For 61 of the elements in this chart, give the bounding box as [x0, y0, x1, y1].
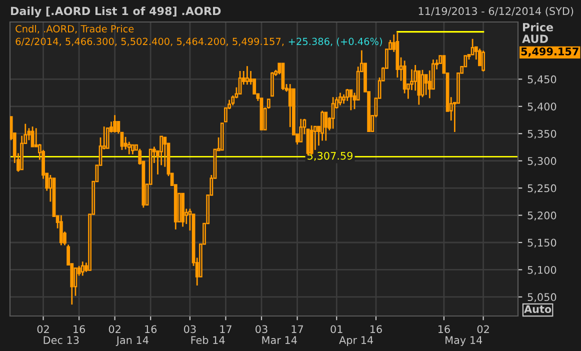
- candlestick: [420, 69, 424, 98]
- text: 5,499.157: [521, 48, 578, 57]
- x-tick-label: 17: [220, 325, 232, 333]
- x-tick-label: 16: [438, 325, 450, 334]
- annotation: 6/2/2014, 5,466.300, 5,502.400, 5,464.200, 5,499.157,: [16, 38, 284, 46]
- x-tick-label: 16: [74, 325, 86, 334]
- candlestick: [245, 65, 249, 86]
- y-axis-title: Price AUD: [522, 22, 554, 44]
- x-tick-label: 03: [256, 325, 268, 334]
- candlestick: [124, 136, 128, 150]
- y-tick-label: 5,400: [528, 102, 556, 112]
- candlestick: [231, 94, 235, 106]
- x-tick-label: 02: [108, 325, 120, 334]
- x-tick-label: 01: [330, 325, 342, 334]
- text: Auto: [524, 305, 552, 314]
- candlestick: [30, 126, 34, 148]
- candlestick: [80, 260, 84, 276]
- x-tick-label: 16: [145, 325, 157, 334]
- candlestick: [402, 60, 406, 94]
- annotation: +25.386, (+0.46%): [288, 38, 382, 46]
- text: Feb 14: [191, 336, 225, 344]
- candlestick: [482, 50, 485, 72]
- candlestick: [270, 71, 274, 97]
- text: Apr 14: [339, 336, 374, 346]
- candlestick: [470, 38, 474, 56]
- y-tick-label: 5,150: [528, 238, 556, 248]
- y-tick-label: 5,450: [528, 75, 556, 84]
- x-tick-label: 02: [477, 325, 489, 334]
- candlestick: [299, 118, 303, 142]
- candlestick: [338, 92, 342, 106]
- candlestick: [120, 132, 124, 151]
- candlestick: [113, 114, 117, 134]
- x-tick-label: 03: [184, 325, 196, 334]
- chart-title: Daily [.AORD List 1 of 498] .AORD: [11, 6, 221, 18]
- candlestick: [410, 68, 414, 91]
- candlestick: [160, 136, 164, 166]
- text: Dec 13: [44, 336, 79, 344]
- text: Mar 14: [262, 336, 297, 344]
- y-tick-label: 5,250: [528, 184, 556, 194]
- candlestick: [131, 144, 134, 155]
- candlestick: [238, 70, 242, 95]
- text: Cndl, .AORD, Trade Price: [16, 24, 134, 34]
- x-tick-label: 02: [37, 325, 49, 334]
- text: Jan 14: [116, 336, 148, 346]
- y-tick-label: 5,050: [528, 293, 556, 302]
- candlestick: [324, 112, 328, 142]
- candlestick: [349, 89, 353, 111]
- candlestick: [320, 110, 324, 142]
- candlestick: [414, 64, 418, 92]
- y-tick-label: 5,300: [528, 157, 556, 166]
- y-tick-label: 5,350: [528, 130, 556, 139]
- candlestick: [127, 141, 131, 155]
- x-tick-label: 16: [370, 325, 382, 334]
- candlestick: [59, 214, 63, 246]
- chart-subtitle: 11/19/2013 - 6/12/2014 (SYD): [418, 6, 574, 16]
- candlestick: [424, 74, 428, 96]
- x-tick-label: 17: [292, 325, 304, 333]
- text: May 14: [446, 336, 482, 346]
- candlestick: [331, 96, 335, 130]
- y-tick-label: 5,200: [528, 212, 556, 220]
- y-tick-label: 5,100: [528, 266, 556, 275]
